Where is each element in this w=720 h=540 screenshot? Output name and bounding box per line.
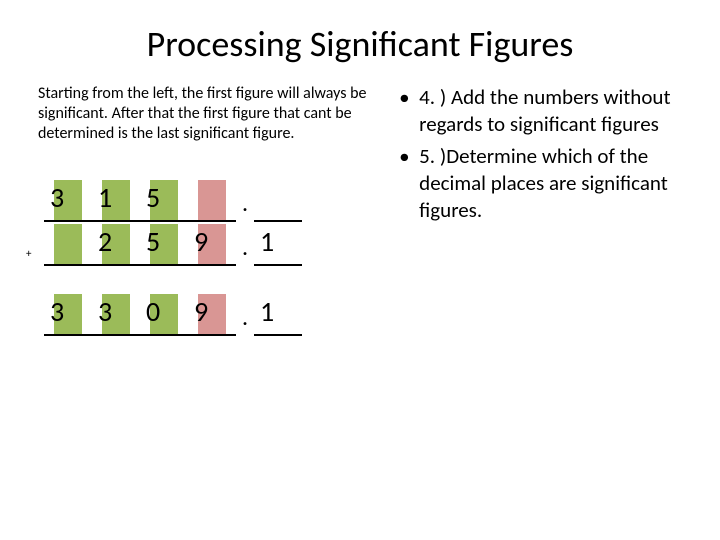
bullet-item: 4. ) Add the numbers without regards to … (397, 84, 692, 139)
digit-cell (254, 178, 302, 222)
digit-cell: 3 (92, 292, 140, 336)
bullet-item: 5. )Determine which of the decimal place… (397, 143, 692, 225)
calculation-block: 3 1 5 . + (44, 178, 374, 336)
decimal-point: . (236, 222, 254, 266)
digit-cell: 5 (140, 178, 188, 222)
digit-cell: 3 (44, 178, 92, 222)
digit-cell (188, 178, 236, 222)
right-column: 4. ) Add the numbers without regards to … (391, 84, 692, 336)
digit-cell: 0 (140, 292, 188, 336)
digit-cell: 9 (188, 292, 236, 336)
digit-cell: 2 (92, 222, 140, 266)
digit-cell: 1 (92, 178, 140, 222)
plus-sign: + (26, 247, 31, 260)
digit-cell: 3 (44, 292, 92, 336)
digit-cell: 9 (188, 222, 236, 266)
calc-row: + 2 5 9 . 1 (44, 222, 374, 266)
calc-gap (44, 266, 374, 292)
digit-cell: 1 (254, 222, 302, 266)
page-title: Processing Significant Figures (0, 0, 720, 84)
intro-text: Starting from the left, the first figure… (38, 84, 381, 144)
bullet-list: 4. ) Add the numbers without regards to … (397, 84, 692, 224)
calc-row: 3 1 5 . (44, 178, 374, 222)
decimal-point: . (236, 178, 254, 222)
digit-cell: 5 (140, 222, 188, 266)
calc-result-row: 3 3 0 9 . 1 (44, 292, 374, 336)
decimal-point: . (236, 292, 254, 336)
digit-cell (44, 222, 92, 266)
content-area: Starting from the left, the first figure… (0, 84, 720, 336)
digit-cell: 1 (254, 292, 302, 336)
left-column: Starting from the left, the first figure… (38, 84, 391, 336)
